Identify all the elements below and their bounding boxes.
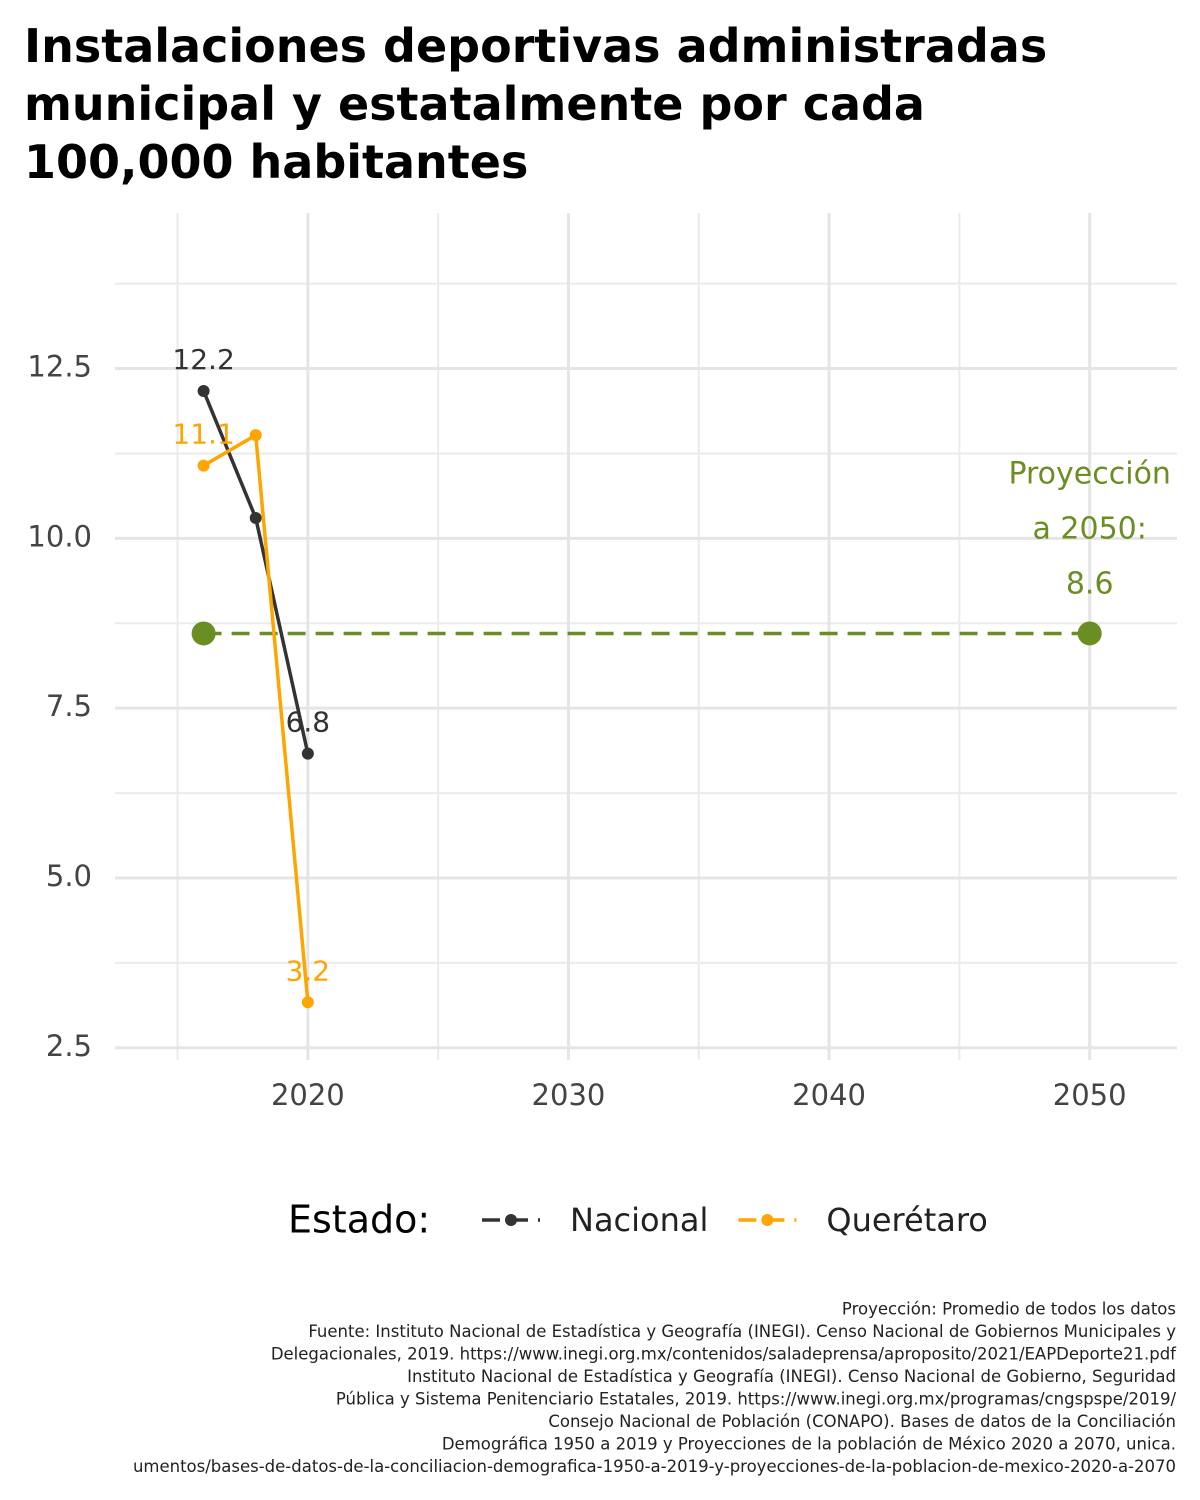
caption: Pública y Sistema Penitenciario Estatale… xyxy=(336,1390,1177,1409)
legend-label: Querétaro xyxy=(826,1201,987,1239)
caption: Proyección: Promedio de todos los datos xyxy=(842,1300,1176,1319)
data-label: 3.2 xyxy=(286,954,331,987)
y-tick-label: 7.5 xyxy=(46,689,92,723)
caption: Instituto Nacional de Estadística y Geog… xyxy=(407,1367,1176,1386)
data-point xyxy=(249,511,262,524)
data-label: 6.8 xyxy=(286,706,331,739)
legend-dot xyxy=(505,1214,517,1226)
x-tick-label: 2040 xyxy=(792,1078,866,1112)
caption: Demográfica 1950 a 2019 y Proyecciones d… xyxy=(442,1435,1176,1454)
caption: umentos/bases-de-datos-de-la-conciliacio… xyxy=(133,1457,1176,1476)
legend-label: Nacional xyxy=(570,1201,708,1239)
data-point xyxy=(301,996,314,1009)
data-point xyxy=(301,747,314,760)
chart-title: Instalaciones deportivas administradas xyxy=(24,19,1047,73)
projection-value-label: 8.6 xyxy=(1066,567,1114,602)
data-label: 12.2 xyxy=(172,343,234,376)
data-label: 11.1 xyxy=(172,418,234,451)
chart-title: municipal y estatalmente por cada xyxy=(24,77,925,131)
y-tick-label: 2.5 xyxy=(46,1029,92,1063)
x-tick-label: 2030 xyxy=(532,1078,606,1112)
y-tick-label: 12.5 xyxy=(27,350,92,384)
projection-annotation: Proyección xyxy=(1008,457,1171,492)
data-point xyxy=(249,429,262,442)
projection-point xyxy=(191,621,216,646)
projection-point xyxy=(1077,621,1102,646)
data-point xyxy=(197,459,210,472)
caption: Fuente: Instituto Nacional de Estadístic… xyxy=(308,1322,1176,1341)
data-point xyxy=(197,384,210,397)
chart-title: 100,000 habitantes xyxy=(24,135,528,189)
caption: Delegacionales, 2019. https://www.inegi.… xyxy=(271,1345,1177,1364)
y-tick-label: 5.0 xyxy=(46,859,92,893)
y-tick-label: 10.0 xyxy=(27,519,92,553)
x-tick-label: 2020 xyxy=(271,1078,345,1112)
caption: Consejo Nacional de Población (CONAPO). … xyxy=(548,1412,1176,1431)
projection-annotation: a 2050: xyxy=(1033,512,1147,547)
legend-title: Estado: xyxy=(288,1198,430,1242)
x-tick-label: 2050 xyxy=(1053,1078,1127,1112)
legend-dot xyxy=(761,1214,774,1226)
